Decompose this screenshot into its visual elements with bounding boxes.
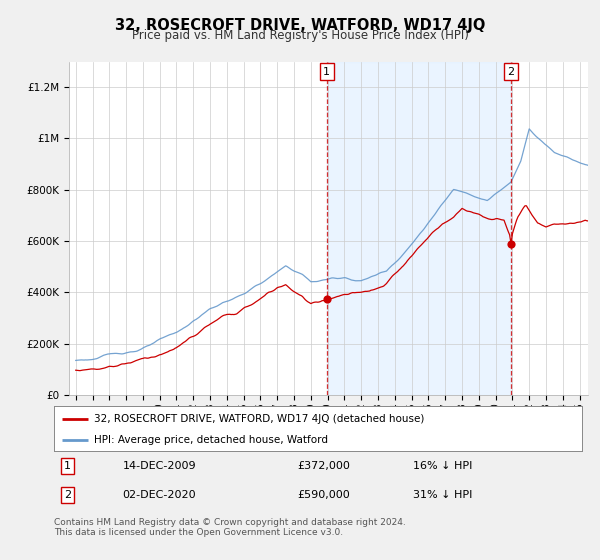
Point <box>506 239 516 248</box>
Bar <box>327 62 511 395</box>
Text: 31% ↓ HPI: 31% ↓ HPI <box>413 491 472 500</box>
Text: 16% ↓ HPI: 16% ↓ HPI <box>413 461 472 471</box>
Text: 2: 2 <box>64 491 71 500</box>
Point <box>322 295 332 304</box>
Text: HPI: Average price, detached house, Watford: HPI: Average price, detached house, Watf… <box>94 435 328 445</box>
Text: 1: 1 <box>64 461 71 471</box>
Text: 14-DEC-2009: 14-DEC-2009 <box>122 461 196 471</box>
Text: Contains HM Land Registry data © Crown copyright and database right 2024.
This d: Contains HM Land Registry data © Crown c… <box>54 518 406 538</box>
Text: 02-DEC-2020: 02-DEC-2020 <box>122 491 196 500</box>
Text: £590,000: £590,000 <box>297 491 350 500</box>
Text: 32, ROSECROFT DRIVE, WATFORD, WD17 4JQ: 32, ROSECROFT DRIVE, WATFORD, WD17 4JQ <box>115 18 485 33</box>
Text: Price paid vs. HM Land Registry's House Price Index (HPI): Price paid vs. HM Land Registry's House … <box>131 29 469 42</box>
Text: £372,000: £372,000 <box>297 461 350 471</box>
Text: 1: 1 <box>323 67 331 77</box>
Text: 32, ROSECROFT DRIVE, WATFORD, WD17 4JQ (detached house): 32, ROSECROFT DRIVE, WATFORD, WD17 4JQ (… <box>94 413 424 423</box>
Text: 2: 2 <box>508 67 515 77</box>
